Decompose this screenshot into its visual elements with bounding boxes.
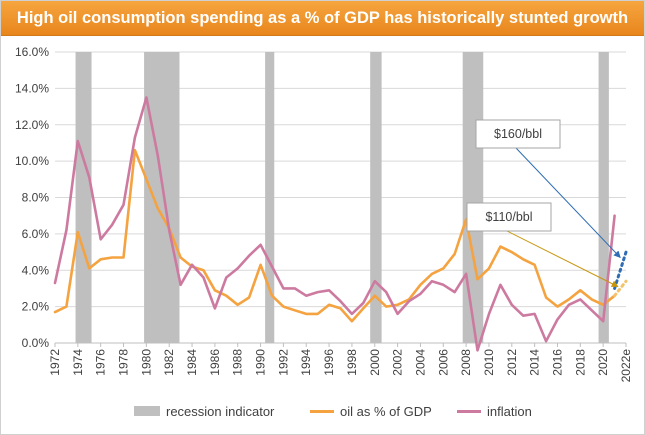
series-projection-1 (613, 279, 628, 298)
x-tick-label: 1982 (162, 349, 176, 376)
x-axis-ticks: 1972 1974 1976 1978 1980 1982 1984 1986 1988 1990… (48, 343, 633, 382)
annotations: $160/bbl $110/bbl (466, 119, 621, 288)
chart-title-bar: High oil consumption spending as a % of … (1, 1, 644, 36)
annotation-box (475, 119, 561, 149)
legend: recession indicator oil as % of GDP infl… (1, 401, 644, 421)
y-tick-label: 4.0% (22, 263, 50, 277)
legend-swatch-recession (134, 406, 160, 416)
legend-item-recession: recession indicator (134, 401, 274, 421)
y-axis-ticks: 0.0% 2.0% 4.0% 6.0% 8.0% 10.0% 12.0% 14.0% 16.0% (15, 45, 49, 350)
x-tick-label: 1992 (276, 349, 290, 376)
x-tick-label: 2006 (436, 349, 450, 376)
legend-label-oil: oil as % of GDP (340, 403, 432, 419)
x-tick-label: 2002 (391, 349, 405, 376)
legend-swatch-inflation (457, 409, 481, 413)
x-tick-label: 2000 (368, 349, 382, 376)
legend-swatch-oil (310, 409, 334, 413)
x-tick-label: 2012 (505, 349, 519, 376)
y-tick-label: 2.0% (22, 300, 50, 314)
x-tick-label: 2022e (619, 349, 633, 383)
chart-plot: 0.0% 2.0% 4.0% 6.0% 8.0% 10.0% 12.0% 14.0% 16.0%… (15, 45, 633, 382)
x-tick-label: 2014 (528, 349, 542, 376)
annotation-arrow (515, 147, 621, 259)
recession-band (265, 52, 275, 343)
x-tick-label: 2010 (482, 349, 496, 376)
x-tick-label: 2004 (413, 349, 427, 376)
x-tick-label: 1994 (299, 349, 313, 376)
series-line-2 (53, 96, 616, 352)
x-tick-label: 2008 (459, 349, 473, 376)
legend-label-recession: recession indicator (166, 403, 275, 419)
y-tick-label: 16.0% (15, 45, 49, 59)
x-tick-label: 1988 (231, 349, 245, 376)
x-tick-label: 1990 (254, 349, 268, 376)
y-tick-label: 0.0% (22, 336, 50, 350)
x-tick-label: 2020 (596, 349, 610, 376)
y-tick-label: 8.0% (22, 191, 50, 205)
gridlines (55, 51, 626, 344)
legend-item-oil: oil as % of GDP (310, 401, 432, 421)
annotation-label: $110/bbl (485, 210, 532, 224)
annotation-label: $160/bbl (494, 127, 542, 141)
legend-item-inflation: inflation (457, 401, 532, 421)
annotation-box (466, 202, 552, 232)
x-tick-label: 2016 (550, 349, 564, 376)
y-tick-label: 12.0% (15, 118, 49, 132)
recession-band (598, 52, 609, 343)
x-tick-label: 1984 (185, 349, 199, 376)
series-line-1 (53, 148, 616, 323)
x-tick-label: 1972 (48, 349, 62, 376)
x-tick-label: 1974 (71, 349, 85, 376)
recession-band (144, 52, 180, 343)
x-tick-label: 1980 (139, 349, 153, 376)
x-tick-label: 1976 (94, 349, 108, 376)
x-tick-label: 1978 (117, 349, 131, 376)
chart-title: High oil consumption spending as a % of … (16, 9, 629, 27)
x-tick-label: 1986 (208, 349, 222, 376)
legend-label-inflation: inflation (487, 403, 532, 419)
x-tick-label: 1998 (345, 349, 359, 376)
y-tick-label: 6.0% (22, 227, 50, 241)
recession-band (75, 52, 92, 343)
annotation-arrow (506, 230, 619, 288)
y-tick-label: 14.0% (15, 81, 49, 95)
x-tick-label: 1996 (322, 349, 336, 376)
recession-band (462, 52, 484, 343)
y-tick-label: 10.0% (15, 154, 49, 168)
x-tick-label: 2018 (573, 349, 587, 376)
recession-band (370, 52, 382, 343)
